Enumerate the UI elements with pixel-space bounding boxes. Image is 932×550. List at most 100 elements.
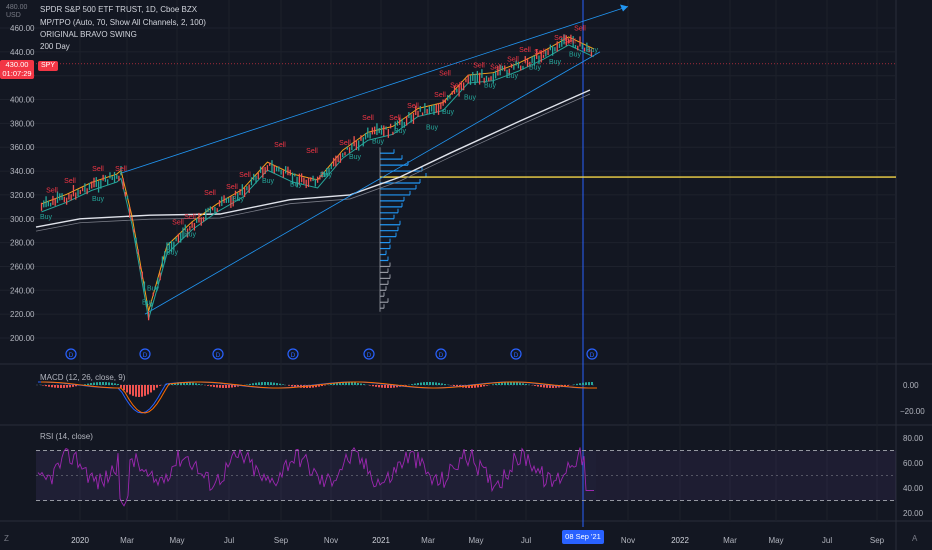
buy-signal: Buy — [320, 172, 333, 179]
legend-mp-tpo[interactable]: MP/TPO (Auto, 70, Show All Channels, 2, … — [40, 18, 206, 27]
dividend-marker — [65, 348, 77, 360]
buy-signal: Buy — [394, 128, 407, 135]
sell-signal: Sell — [407, 103, 419, 110]
dividend-marker-label: D — [69, 352, 74, 359]
sell-signal: Sell — [274, 142, 286, 149]
dividend-marker — [586, 348, 598, 360]
buy-signal: Buy — [92, 196, 105, 203]
buy-signal: Buy — [372, 139, 385, 146]
price-axis-label: 280.00 — [10, 239, 35, 248]
legend-200-day[interactable]: 200 Day — [40, 42, 70, 51]
dividend-marker — [435, 348, 447, 360]
sell-signal: Sell — [574, 25, 586, 32]
buy-signal: Buy — [586, 47, 599, 54]
legend-bravo-swing[interactable]: ORIGINAL BRAVO SWING — [40, 30, 137, 39]
price-axis-label: 440.00 — [10, 48, 35, 57]
last-price-value: 430.00 — [5, 60, 29, 69]
sell-signal: Sell — [362, 115, 374, 122]
sell-signal: Sell — [389, 115, 401, 122]
macd-signal-line — [40, 381, 598, 414]
scale-header: 480.00 USD — [6, 4, 27, 20]
sell-signal: Sell — [534, 49, 546, 56]
trendline-arrow — [620, 4, 628, 12]
macd-title[interactable]: MACD (12, 26, close, 9) — [40, 373, 126, 382]
sell-signal: Sell — [450, 83, 462, 90]
macd-axis-label: −20.00 — [900, 407, 925, 416]
rsi-axis-label: 40.00 — [903, 484, 924, 493]
buy-signal: Buy — [506, 73, 519, 80]
sell-signal: Sell — [306, 148, 318, 155]
sell-signal: Sell — [46, 188, 58, 195]
dividend-marker-label: D — [439, 352, 444, 359]
dividend-marker-label: D — [590, 352, 595, 359]
buy-signal: Buy — [40, 214, 53, 221]
scale-top-label: 480.00 — [6, 4, 28, 11]
last-price-tag: 430.00 01:07:29 — [0, 60, 34, 79]
sell-signal: Sell — [239, 172, 251, 179]
price-axis-label: 240.00 — [10, 286, 35, 295]
dividend-marker — [212, 348, 224, 360]
time-axis-label: May — [468, 536, 483, 545]
time-axis-label: Mar — [421, 536, 435, 545]
buy-signal: Buy — [142, 300, 155, 307]
time-axis-label: 2021 — [372, 536, 390, 545]
time-axis-label: Sep — [870, 536, 885, 545]
auto-scale-button[interactable]: A — [912, 534, 918, 543]
sell-signal: Sell — [184, 214, 196, 221]
buy-signal: Buy — [442, 109, 455, 116]
price-axis-label: 380.00 — [10, 119, 35, 128]
time-axis-label: 2020 — [71, 536, 89, 545]
dividend-marker — [287, 348, 299, 360]
buy-signal: Buy — [529, 65, 542, 72]
buy-signal: Buy — [569, 52, 582, 59]
buy-signal: Buy — [426, 124, 439, 131]
time-axis-label: Jul — [521, 536, 531, 545]
time-axis-label: Jul — [224, 536, 234, 545]
price-axis-label: 460.00 — [10, 24, 35, 33]
buy-signal: Buy — [484, 83, 497, 90]
time-axis-label: Sep — [274, 536, 289, 545]
time-axis-label: 2022 — [671, 536, 689, 545]
buy-signal: Buy — [290, 182, 303, 189]
sell-signal: Sell — [554, 35, 566, 42]
dividend-marker-label: D — [367, 352, 372, 359]
price-axis-label: 260.00 — [10, 262, 35, 271]
time-axis-label: Mar — [120, 536, 134, 545]
trendline-lower — [144, 51, 601, 315]
dividend-marker-label: D — [143, 352, 148, 359]
dividend-marker — [139, 348, 151, 360]
dividend-marker-label: D — [291, 352, 296, 359]
rsi-axis-label: 60.00 — [903, 459, 924, 468]
sell-signal: Sell — [564, 39, 576, 46]
currency-label: USD — [6, 12, 21, 19]
sell-signal: Sell — [439, 71, 451, 78]
buy-signal: Buy — [349, 154, 362, 161]
sell-signal: Sell — [507, 56, 519, 63]
buy-signal: Buy — [232, 196, 245, 203]
sell-signal: Sell — [92, 166, 104, 173]
sell-signal: Sell — [519, 47, 531, 54]
price-axis-label: 340.00 — [10, 167, 35, 176]
rsi-axis-label: 80.00 — [903, 434, 924, 443]
dividend-marker-label: D — [216, 352, 221, 359]
buy-signal: Buy — [262, 178, 275, 185]
sell-signal: Sell — [473, 62, 485, 69]
time-axis-label: Mar — [723, 536, 737, 545]
symbol-title[interactable]: SPDR S&P 500 ETF TRUST, 1D, Cboe BZX — [40, 5, 198, 14]
price-axis-label: 200.00 — [10, 334, 35, 343]
sell-signal: Sell — [172, 220, 184, 227]
buy-signal: Buy — [549, 59, 562, 66]
rsi-axis-label: 20.00 — [903, 509, 924, 518]
rsi-title[interactable]: RSI (14, close) — [40, 432, 93, 441]
price-axis-label: 360.00 — [10, 143, 35, 152]
sell-signal: Sell — [204, 190, 216, 197]
bar-countdown: 01:07:29 — [2, 69, 32, 78]
dividend-marker — [510, 348, 522, 360]
timezone-button[interactable]: Z — [4, 534, 9, 543]
price-axis-label: 300.00 — [10, 215, 35, 224]
ma-secondary-line — [35, 93, 591, 232]
price-axis-label: 400.00 — [10, 96, 35, 105]
dividend-marker-label: D — [514, 352, 519, 359]
sell-signal: Sell — [339, 140, 351, 147]
